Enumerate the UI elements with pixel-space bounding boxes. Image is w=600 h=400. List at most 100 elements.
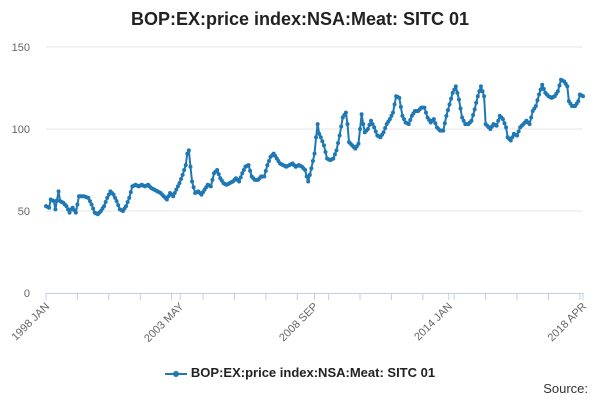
data-point[interactable] bbox=[306, 179, 311, 184]
data-point[interactable] bbox=[190, 179, 195, 184]
data-point[interactable] bbox=[392, 102, 397, 107]
data-point[interactable] bbox=[508, 138, 513, 143]
data-point[interactable] bbox=[383, 126, 388, 131]
data-point[interactable] bbox=[461, 118, 466, 123]
data-point[interactable] bbox=[314, 135, 319, 140]
data-point[interactable] bbox=[54, 198, 59, 203]
data-point[interactable] bbox=[496, 118, 501, 123]
data-point[interactable] bbox=[477, 89, 482, 94]
data-point[interactable] bbox=[164, 197, 169, 202]
data-point[interactable] bbox=[423, 110, 428, 115]
data-point[interactable] bbox=[241, 168, 246, 172]
data-point[interactable] bbox=[449, 96, 454, 101]
data-point[interactable] bbox=[125, 199, 130, 204]
data-point[interactable] bbox=[309, 166, 314, 171]
data-point[interactable] bbox=[127, 195, 132, 200]
data-point[interactable] bbox=[266, 158, 271, 163]
data-point[interactable] bbox=[356, 141, 361, 146]
data-point[interactable] bbox=[315, 122, 320, 127]
data-point[interactable] bbox=[175, 184, 180, 189]
data-point[interactable] bbox=[381, 130, 386, 135]
data-point[interactable] bbox=[406, 122, 411, 127]
data-point[interactable] bbox=[576, 99, 581, 104]
data-point[interactable] bbox=[453, 84, 458, 89]
data-point[interactable] bbox=[171, 194, 176, 199]
data-point[interactable] bbox=[408, 117, 413, 122]
data-point[interactable] bbox=[361, 122, 366, 127]
data-point[interactable] bbox=[441, 128, 446, 133]
data-point[interactable] bbox=[312, 151, 317, 156]
data-point[interactable] bbox=[538, 87, 543, 92]
data-point[interactable] bbox=[398, 104, 403, 109]
data-point[interactable] bbox=[105, 195, 110, 200]
data-point[interactable] bbox=[456, 97, 461, 102]
data-point[interactable] bbox=[103, 199, 108, 204]
data-point[interactable] bbox=[557, 83, 562, 88]
legend[interactable]: BOP:EX:price index:NSA:Meat: SITC 01 bbox=[0, 365, 600, 380]
data-point[interactable] bbox=[265, 163, 270, 168]
data-point[interactable] bbox=[540, 82, 545, 87]
data-point[interactable] bbox=[303, 168, 308, 172]
data-point[interactable] bbox=[331, 156, 336, 161]
data-point[interactable] bbox=[460, 115, 465, 120]
data-point[interactable] bbox=[494, 123, 499, 128]
data-point[interactable] bbox=[310, 158, 315, 163]
data-point[interactable] bbox=[365, 127, 370, 131]
data-point[interactable] bbox=[53, 207, 58, 212]
data-point[interactable] bbox=[402, 117, 406, 122]
data-point[interactable] bbox=[458, 106, 463, 111]
data-point[interactable] bbox=[369, 118, 374, 123]
data-point[interactable] bbox=[73, 210, 78, 215]
data-point[interactable] bbox=[323, 149, 328, 154]
data-point[interactable] bbox=[471, 113, 476, 118]
data-point[interactable] bbox=[445, 108, 450, 113]
data-point[interactable] bbox=[263, 168, 268, 173]
data-point[interactable] bbox=[337, 133, 342, 138]
data-point[interactable] bbox=[179, 177, 184, 182]
data-point[interactable] bbox=[128, 190, 133, 195]
data-point[interactable] bbox=[502, 121, 507, 126]
data-point[interactable] bbox=[455, 90, 460, 95]
data-point[interactable] bbox=[91, 206, 96, 211]
data-point[interactable] bbox=[469, 118, 474, 123]
data-point[interactable] bbox=[75, 202, 80, 207]
data-point[interactable] bbox=[210, 177, 215, 182]
data-point[interactable] bbox=[238, 175, 243, 180]
data-point[interactable] bbox=[56, 189, 61, 194]
data-point[interactable] bbox=[208, 184, 213, 189]
data-point[interactable] bbox=[332, 152, 337, 157]
data-point[interactable] bbox=[516, 129, 521, 134]
data-point[interactable] bbox=[343, 110, 348, 115]
data-point[interactable] bbox=[565, 84, 570, 89]
data-point[interactable] bbox=[262, 174, 267, 179]
data-point[interactable] bbox=[64, 204, 69, 209]
data-point[interactable] bbox=[373, 129, 378, 134]
data-point[interactable] bbox=[86, 195, 91, 200]
data-point[interactable] bbox=[177, 181, 182, 186]
data-point[interactable] bbox=[472, 107, 477, 112]
data-point[interactable] bbox=[345, 122, 350, 127]
data-point[interactable] bbox=[67, 210, 72, 215]
data-point[interactable] bbox=[65, 207, 70, 212]
data-point[interactable] bbox=[478, 84, 483, 89]
data-point[interactable] bbox=[246, 163, 251, 168]
data-point[interactable] bbox=[475, 94, 480, 99]
data-point[interactable] bbox=[422, 105, 427, 110]
data-point[interactable] bbox=[482, 94, 487, 99]
data-point[interactable] bbox=[515, 133, 520, 138]
data-point[interactable] bbox=[400, 113, 405, 118]
data-point[interactable] bbox=[304, 174, 309, 179]
data-point[interactable] bbox=[124, 204, 129, 209]
data-point[interactable] bbox=[188, 164, 193, 169]
data-point[interactable] bbox=[537, 92, 542, 97]
data-point[interactable] bbox=[444, 113, 449, 118]
data-point[interactable] bbox=[116, 203, 121, 208]
data-point[interactable] bbox=[433, 121, 438, 126]
data-point[interactable] bbox=[510, 135, 515, 140]
data-point[interactable] bbox=[359, 112, 364, 117]
data-point[interactable] bbox=[191, 185, 196, 190]
data-point[interactable] bbox=[307, 172, 312, 177]
data-point[interactable] bbox=[372, 125, 377, 130]
data-point[interactable] bbox=[102, 204, 107, 209]
data-point[interactable] bbox=[166, 194, 171, 199]
